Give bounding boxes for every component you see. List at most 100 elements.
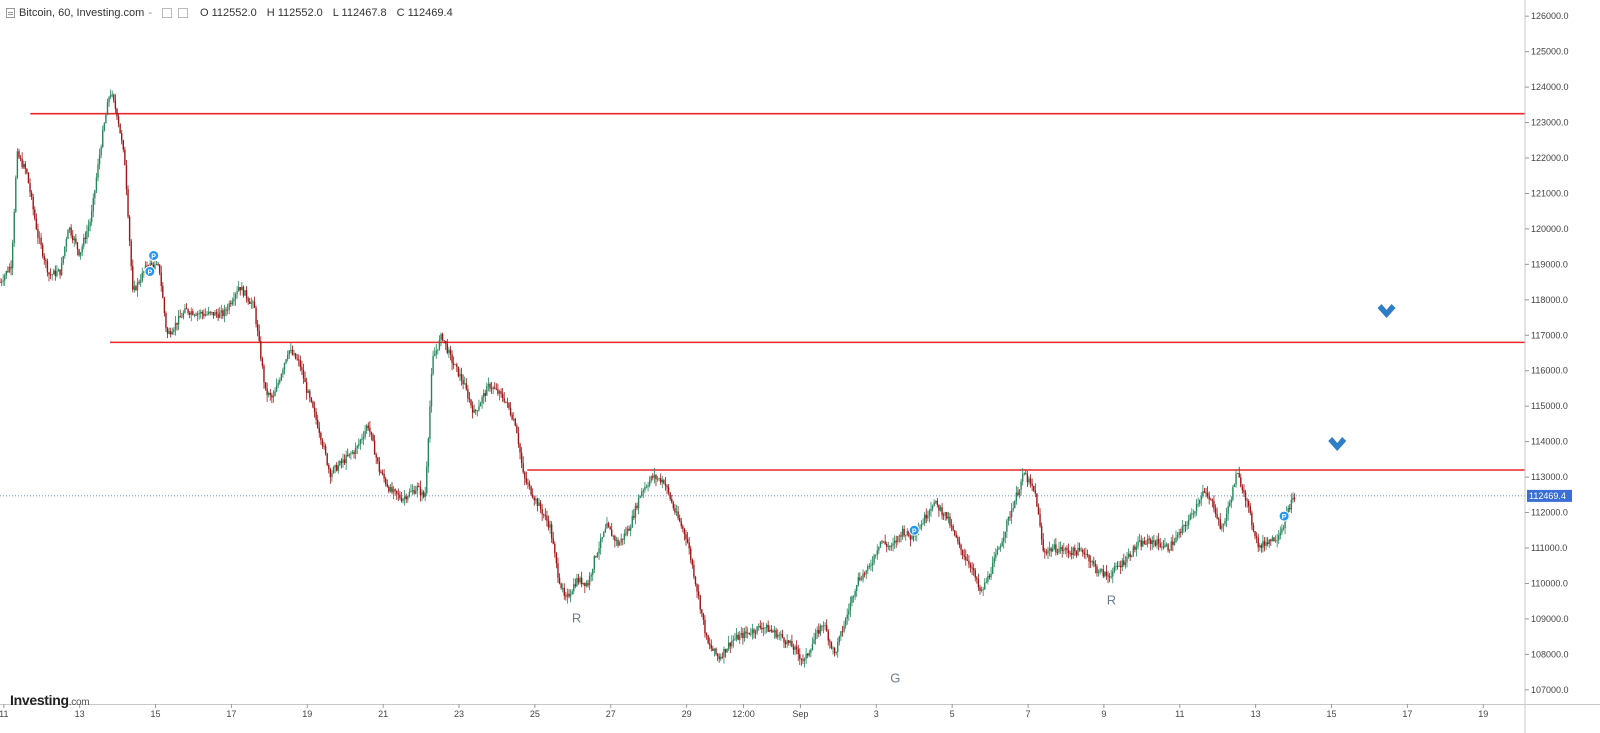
candle-body [1135, 546, 1138, 550]
candle-body [457, 366, 460, 377]
candle-body [647, 485, 649, 487]
candle-body [168, 331, 170, 334]
close-icon[interactable] [178, 8, 189, 18]
candle-body [394, 489, 396, 491]
candle-body [1094, 563, 1097, 567]
candle-body [1184, 525, 1187, 526]
candle-body [177, 316, 180, 325]
candle-body [441, 334, 444, 341]
candle-body [181, 317, 183, 319]
candle-body [342, 459, 344, 463]
candle-body [498, 391, 501, 394]
candle-body [1284, 518, 1286, 529]
candle-body [1162, 546, 1165, 548]
settings-icon[interactable] [162, 8, 173, 18]
y-tick-label: 111000.0 [1531, 543, 1567, 553]
y-tick-label: 117000.0 [1531, 330, 1568, 340]
candle-body [108, 97, 110, 103]
candle-body [114, 100, 117, 109]
candle-body [677, 511, 679, 519]
candle-body [124, 149, 126, 166]
menu-icon[interactable] [6, 8, 15, 18]
candle-body [781, 634, 784, 638]
candle-body [531, 494, 534, 498]
candle-body [430, 373, 433, 407]
candle-body [811, 643, 814, 650]
candle-body [440, 334, 442, 340]
candle-body [237, 287, 240, 292]
candle-body [1227, 506, 1229, 514]
candle-body [34, 209, 36, 219]
candle-body [433, 354, 436, 357]
candle-body [544, 515, 547, 516]
candle-body [62, 256, 64, 264]
candle-body [481, 397, 483, 404]
symbol-label[interactable]: Bitcoin, 60, Investing.com [19, 7, 145, 19]
candle-body [1192, 513, 1195, 515]
candle-body [162, 285, 164, 298]
candlesticks-layer [0, 89, 1296, 668]
candle-body [473, 410, 475, 413]
candle-body [158, 264, 161, 273]
candle-body [1138, 540, 1141, 542]
candle-body [312, 401, 314, 408]
candle-body [971, 567, 973, 569]
candle-body [326, 453, 328, 465]
candle-body [727, 642, 730, 649]
candle-body [713, 648, 716, 651]
y-tick-label: 119000.0 [1531, 259, 1568, 269]
candle-body [661, 479, 663, 483]
candle-body [807, 653, 809, 656]
candle-body [927, 515, 929, 519]
candle-body [378, 461, 381, 472]
candle-body [482, 393, 485, 398]
candle-body [78, 249, 80, 256]
candle-body [903, 528, 905, 536]
candle-body [1151, 540, 1153, 544]
symbol-caret[interactable]: - [148, 7, 153, 19]
candle-body [272, 396, 275, 398]
candle-body [731, 640, 733, 647]
candle-body [1238, 473, 1240, 478]
candle-body [318, 427, 320, 433]
candle-body [634, 505, 637, 518]
candle-body [397, 493, 400, 495]
candle-body [735, 634, 738, 639]
candle-body [149, 263, 151, 268]
candle-body [358, 443, 360, 446]
candle-body [201, 311, 204, 314]
y-tick-label: 113000.0 [1531, 472, 1568, 482]
candle-body [375, 454, 377, 458]
candle-body [734, 638, 736, 640]
candle-body [571, 591, 573, 595]
candle-body [574, 584, 577, 586]
candle-body [437, 349, 439, 351]
candle-body [697, 591, 700, 596]
candle-body [315, 411, 317, 420]
investing-logo[interactable]: Investing.com [10, 692, 90, 708]
candle-body [1088, 555, 1090, 562]
y-tick-label: 115000.0 [1531, 401, 1568, 411]
candle-body [87, 226, 90, 232]
candle-body [283, 363, 286, 370]
candle-body [1172, 541, 1174, 545]
candle-body [239, 287, 241, 291]
candle-body [859, 577, 861, 580]
candle-body [758, 625, 760, 627]
candle-body [1113, 566, 1116, 572]
event-marker-icon [148, 250, 160, 261]
candle-body [258, 330, 260, 342]
candle-body [587, 582, 589, 586]
candle-body [664, 483, 667, 486]
candle-body [759, 625, 761, 628]
candle-body [636, 505, 638, 508]
candle-body [388, 486, 390, 492]
candle-body [1047, 550, 1049, 554]
candle-body [324, 446, 327, 454]
candle-body [818, 629, 820, 634]
candle-body [1170, 541, 1172, 551]
candle-body [565, 595, 567, 597]
candle-body [765, 624, 768, 628]
candle-body [514, 418, 516, 426]
